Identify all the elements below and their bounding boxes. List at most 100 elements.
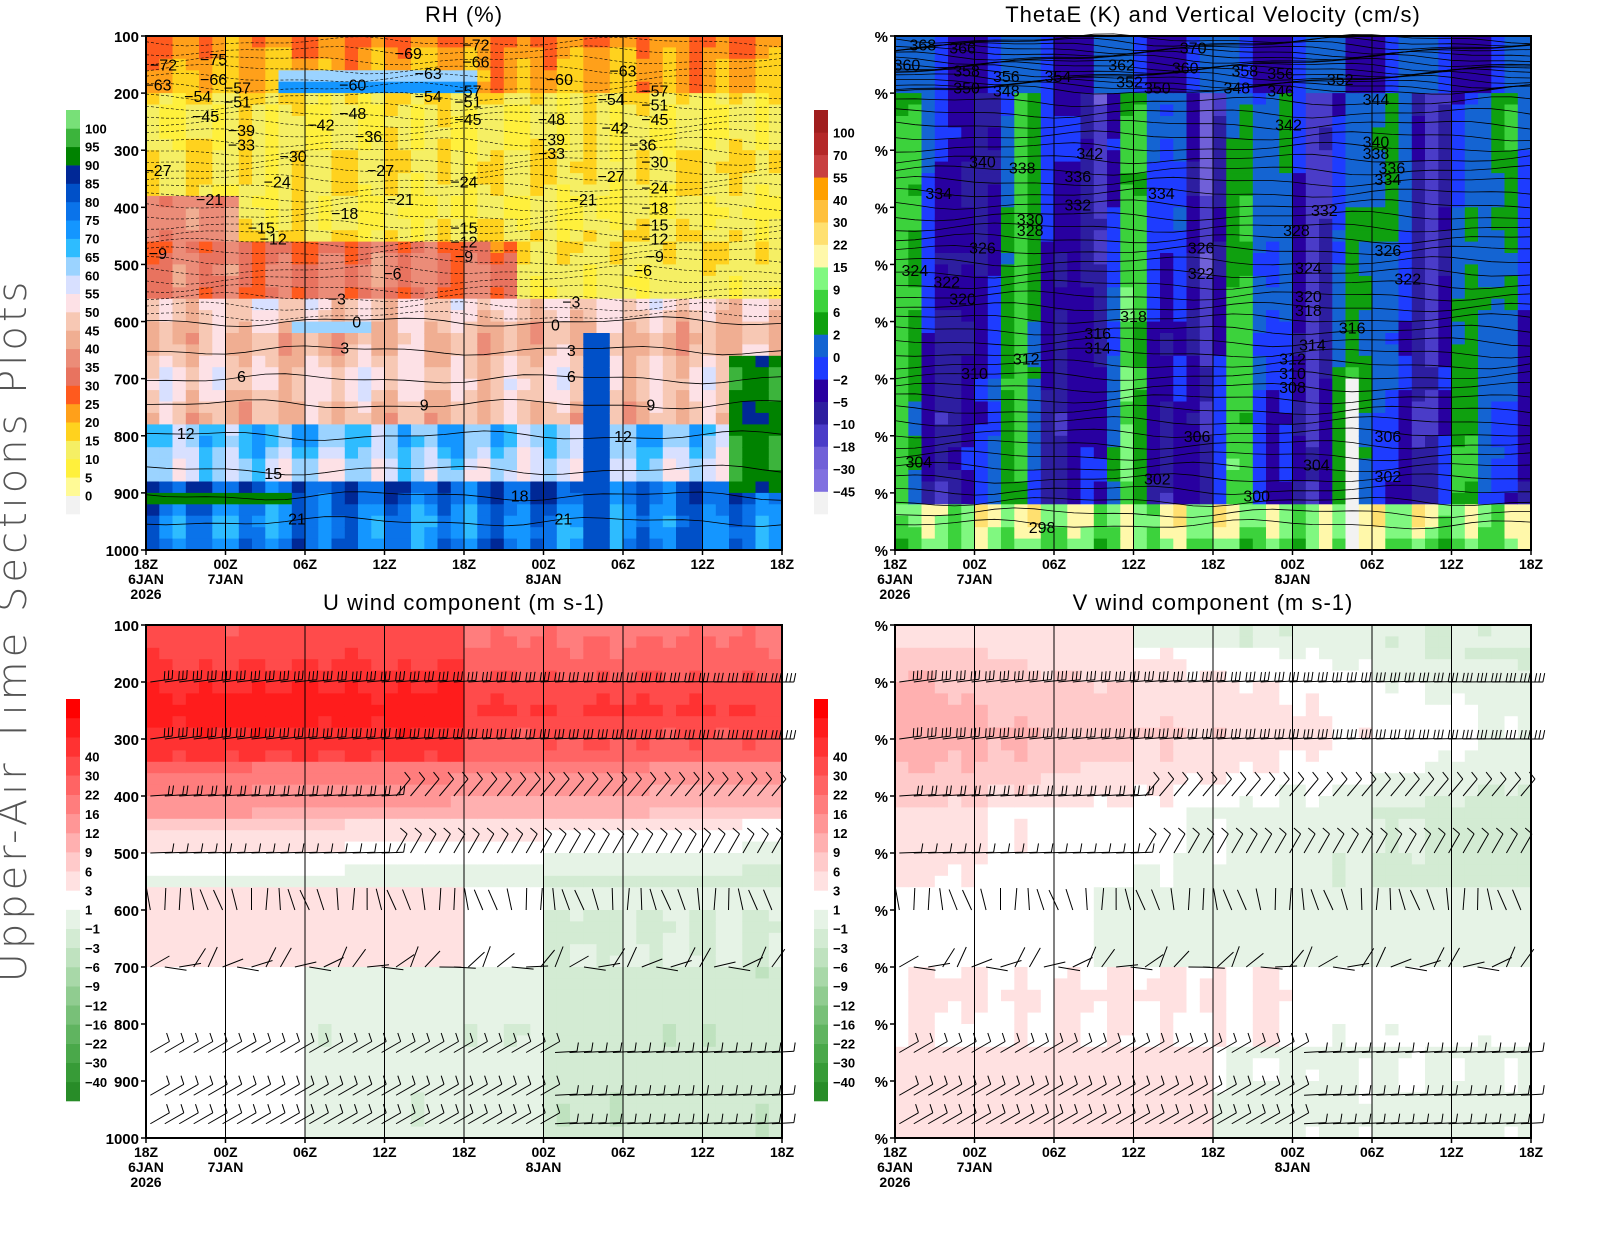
field-cell	[543, 116, 558, 128]
field-cell	[1160, 378, 1174, 391]
field-cell	[278, 47, 293, 60]
field-cell	[172, 625, 187, 637]
field-cell	[623, 298, 637, 311]
field-cell	[265, 424, 280, 437]
field-cell	[702, 230, 717, 243]
field-cell	[278, 1069, 293, 1082]
field-cell	[934, 93, 949, 106]
field-cell	[1425, 504, 1439, 517]
field-cell	[331, 424, 346, 437]
field-cell	[1027, 36, 1042, 48]
field-cell	[1186, 367, 1201, 380]
field-cell	[768, 538, 783, 551]
field-cell	[344, 458, 359, 471]
field-cell	[238, 241, 253, 254]
field-cell	[212, 1058, 227, 1071]
field-cell	[1080, 527, 1095, 540]
field-cell	[1305, 435, 1320, 448]
field-cell	[238, 864, 253, 877]
field-cell	[517, 264, 531, 277]
field-cell	[278, 58, 293, 71]
field-cell	[530, 116, 545, 128]
field-cell	[1120, 116, 1135, 128]
field-cell	[1199, 150, 1214, 163]
field-cell	[411, 264, 425, 277]
field-cell	[411, 70, 425, 83]
field-cell	[623, 515, 637, 528]
field-cell	[199, 344, 213, 357]
field-cell	[358, 344, 372, 357]
field-cell	[1226, 458, 1241, 471]
field-cell	[265, 853, 280, 865]
field-cell	[1080, 81, 1095, 94]
field-cell	[490, 310, 505, 323]
field-cell	[146, 481, 160, 494]
field-cell	[318, 682, 333, 694]
field-cell	[729, 333, 743, 345]
field-cell	[185, 682, 200, 694]
field-cell	[1372, 344, 1386, 357]
field-cell	[437, 538, 452, 551]
field-cell	[1478, 481, 1492, 494]
field-cell	[172, 761, 187, 774]
field-cell	[265, 875, 280, 888]
field-cell	[1160, 504, 1174, 517]
field-cell	[252, 36, 266, 48]
field-cell	[768, 264, 783, 277]
field-cell	[199, 978, 213, 991]
field-cell	[1305, 184, 1320, 197]
field-cell	[1067, 344, 1082, 357]
field-cell	[556, 504, 571, 517]
field-cell	[450, 321, 465, 334]
field-cell	[1266, 367, 1280, 380]
field-cell	[172, 127, 187, 140]
field-cell	[530, 241, 545, 254]
field-cell	[477, 264, 492, 277]
field-cell	[185, 978, 200, 991]
field-cell	[1054, 264, 1068, 277]
field-cell	[278, 447, 293, 460]
field-cell	[1001, 538, 1015, 551]
field-cell	[212, 401, 227, 414]
field-cell	[397, 492, 412, 505]
field-cell	[212, 161, 227, 174]
field-cell	[212, 378, 227, 391]
field-cell	[397, 355, 412, 368]
field-cell	[1252, 504, 1267, 517]
field-cell	[1372, 367, 1386, 380]
field-cell	[305, 921, 319, 934]
field-cell	[1451, 287, 1466, 300]
field-cell	[490, 47, 505, 60]
field-cell	[252, 447, 266, 460]
field-cell	[159, 390, 174, 403]
field-cell	[331, 275, 346, 288]
field-cell	[570, 447, 584, 460]
field-cell	[199, 807, 213, 820]
field-cell	[1504, 458, 1519, 471]
field-cell	[503, 401, 518, 414]
field-cell	[238, 390, 253, 403]
field-cell	[291, 93, 306, 106]
field-cell	[159, 864, 174, 877]
field-cell	[517, 241, 531, 254]
field-cell	[384, 81, 399, 94]
field-cell	[358, 401, 372, 414]
field-cell	[1001, 447, 1015, 460]
field-cell	[1027, 504, 1042, 517]
field-cell	[238, 625, 253, 637]
field-cell	[238, 796, 253, 808]
field-cell	[702, 458, 717, 471]
field-cell	[411, 321, 425, 334]
field-cell	[987, 138, 1002, 151]
field-cell	[948, 241, 962, 254]
field-cell	[397, 58, 412, 71]
field-cell	[212, 761, 227, 774]
field-cell	[934, 504, 949, 517]
field-cell	[649, 538, 664, 551]
field-cell	[172, 830, 187, 843]
field-cell	[397, 527, 412, 540]
field-cell	[199, 739, 213, 751]
field-cell	[676, 184, 690, 197]
field-cell	[397, 298, 412, 311]
field-cell	[1345, 127, 1360, 140]
